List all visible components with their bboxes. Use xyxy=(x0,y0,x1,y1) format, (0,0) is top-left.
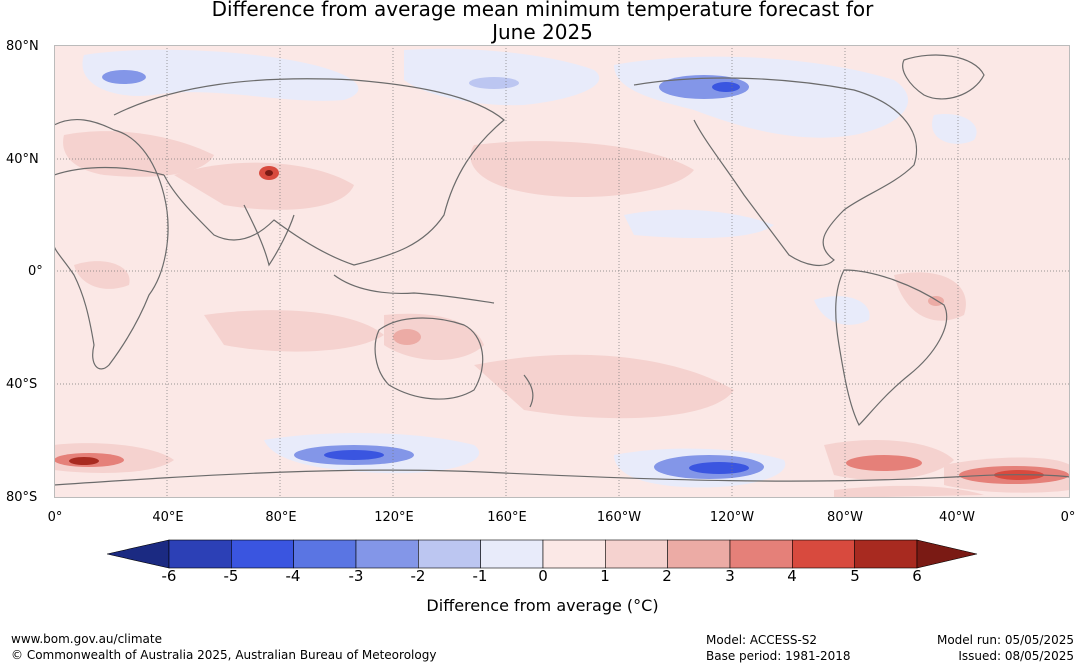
colorbar-segment xyxy=(293,539,357,569)
strong-warm-regions xyxy=(54,166,1069,484)
anomaly-map xyxy=(54,45,1070,498)
footer-model: Model: ACCESS-S2 xyxy=(706,633,818,647)
colorbar-segment xyxy=(854,539,918,569)
graticule xyxy=(54,45,1070,498)
lon-label-40w: 40°W xyxy=(939,510,975,525)
colorbar-extend-low xyxy=(107,539,170,569)
cool-anomaly-regions xyxy=(82,48,977,488)
lon-label-40e: 40°E xyxy=(152,510,184,525)
lon-label-120e: 120°E xyxy=(374,510,414,525)
colorbar-tick: -3 xyxy=(348,567,364,585)
lon-label-0: 0° xyxy=(47,510,63,525)
chart-title-line1: Difference from average mean minimum tem… xyxy=(211,0,874,21)
strong-cool-regions xyxy=(102,70,764,479)
footer-website: www.bom.gov.au/climate xyxy=(11,632,162,646)
colorbar xyxy=(107,539,978,569)
colorbar-tick: -4 xyxy=(285,567,301,585)
lat-label-80n: 80°N xyxy=(6,39,39,54)
colorbar-tick: -5 xyxy=(223,567,239,585)
lon-label-80e: 80°E xyxy=(265,510,297,525)
colorbar-tick: -6 xyxy=(161,567,177,585)
colorbar-segment xyxy=(542,539,606,569)
colorbar-tick: 3 xyxy=(725,567,735,585)
colorbar-tick: 2 xyxy=(662,567,672,585)
colorbar-tick: -1 xyxy=(472,567,488,585)
lat-label-40n: 40°N xyxy=(6,152,39,167)
lon-label-120w: 120°W xyxy=(709,510,755,525)
colorbar-segment xyxy=(667,539,731,569)
colorbar-label: Difference from average (°C) xyxy=(426,596,659,615)
colorbar-segment xyxy=(418,539,481,569)
colorbar-tick: 1 xyxy=(600,567,610,585)
footer-copyright: © Commonwealth of Australia 2025, Austra… xyxy=(11,648,437,662)
colorbar-segment xyxy=(792,539,855,569)
colorbar-segment xyxy=(480,539,544,569)
colorbar-segment xyxy=(168,539,232,569)
lat-label-40s: 40°S xyxy=(6,377,38,392)
colorbar-tick: 0 xyxy=(538,567,548,585)
colorbar-segment xyxy=(231,539,294,569)
footer-base-period: Base period: 1981-2018 xyxy=(706,649,851,663)
map-frame xyxy=(54,45,1070,498)
colorbar-tick: 6 xyxy=(912,567,922,585)
lon-label-160w: 160°W xyxy=(596,510,642,525)
coastlines xyxy=(54,54,1070,486)
colorbar-tick: -2 xyxy=(410,567,426,585)
colorbar-tick: 5 xyxy=(850,567,860,585)
colorbar-segment xyxy=(729,539,793,569)
chart-title-line2: June 2025 xyxy=(492,20,593,44)
colorbar-tick: 4 xyxy=(787,567,797,585)
lat-label-0: 0° xyxy=(28,264,43,279)
footer-issued: Issued: 08/05/2025 xyxy=(958,649,1074,663)
colorbar-extend-high xyxy=(916,539,978,569)
warm-anomaly-regions xyxy=(54,131,1070,498)
colorbar-segment xyxy=(605,539,668,569)
footer-model-run: Model run: 05/05/2025 xyxy=(936,633,1074,647)
lon-label-80w: 80°W xyxy=(827,510,863,525)
lat-label-80s: 80°S xyxy=(6,490,38,505)
map-svg xyxy=(54,45,1070,498)
lon-label-0-end: 0° xyxy=(1060,510,1076,525)
colorbar-segment xyxy=(355,539,419,569)
lon-label-160e: 160°E xyxy=(487,510,527,525)
